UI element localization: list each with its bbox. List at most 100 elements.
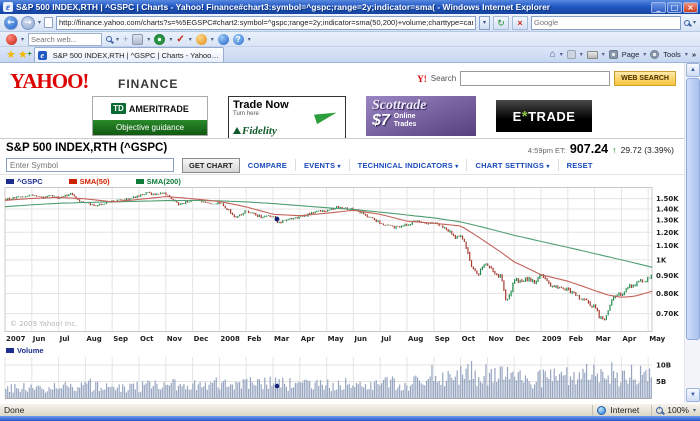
- y-tick-label: 1.30K: [656, 217, 679, 225]
- toolbar-logo-icon[interactable]: [6, 33, 17, 45]
- toolbar-search-caret-icon[interactable]: ▾: [116, 36, 120, 43]
- feeds-icon[interactable]: [566, 50, 576, 59]
- tools-menu[interactable]: Tools: [663, 50, 681, 59]
- x-axis-label: Jun: [32, 335, 46, 343]
- yahoo-logo[interactable]: YAHOO!: [10, 69, 89, 93]
- print-icon[interactable]: [586, 50, 598, 59]
- grid-caret-icon[interactable]: ▾: [147, 36, 151, 43]
- status-bar: Done Internet 100% ▾: [0, 403, 700, 416]
- add-favorite-icon[interactable]: ★: [18, 48, 32, 62]
- scottrade-price: $7: [372, 112, 390, 129]
- etrade-star-icon: *: [521, 107, 529, 125]
- globe-icon[interactable]: [217, 33, 229, 45]
- symbol-input[interactable]: [6, 158, 174, 172]
- scottrade-brand: Scottrade: [372, 98, 427, 113]
- help-icon[interactable]: ?: [232, 33, 244, 45]
- page-menu-icon[interactable]: [608, 50, 618, 59]
- minimize-button[interactable]: _: [651, 1, 666, 13]
- scottrade-ad[interactable]: Scottrade $7 Online Trades: [366, 96, 476, 136]
- x-axis-label: 2008: [220, 335, 240, 343]
- x-axis-label: Aug: [86, 335, 101, 343]
- scroll-up-button[interactable]: ▲: [686, 63, 700, 77]
- favorites-star-icon[interactable]: ★: [6, 49, 16, 61]
- x-axis-label: Aug: [408, 335, 423, 343]
- bookmark-icon[interactable]: [195, 33, 207, 45]
- scroll-down-button[interactable]: ▼: [686, 388, 700, 402]
- print-caret-icon[interactable]: ▾: [601, 52, 605, 58]
- status-divider: [592, 404, 594, 416]
- url-input[interactable]: [56, 15, 476, 30]
- events-menu[interactable]: EVENTS ▾: [303, 160, 341, 170]
- ameritrade-ad[interactable]: TD AMERITRADE Objective guidance: [92, 96, 208, 136]
- target-caret-icon[interactable]: ▾: [169, 36, 173, 43]
- taskbar-edge: [0, 416, 700, 421]
- pin-icon[interactable]: +: [123, 34, 129, 44]
- grid-icon[interactable]: [132, 33, 144, 45]
- settings-caret-icon: ▾: [546, 163, 550, 170]
- web-search-input[interactable]: [530, 15, 681, 30]
- check-caret-icon[interactable]: ▾: [188, 36, 192, 43]
- yahoo-search-input[interactable]: [460, 71, 611, 86]
- tools-caret-icon[interactable]: ▾: [684, 52, 688, 58]
- volume-chart[interactable]: 10B 5B: [0, 357, 684, 400]
- url-dropdown-button[interactable]: ▾: [478, 15, 490, 30]
- zoom-icon[interactable]: [656, 405, 664, 414]
- ad-banner-row: TD AMERITRADE Objective guidance Trade N…: [0, 96, 684, 140]
- page-caret-icon[interactable]: ▾: [643, 52, 647, 58]
- refresh-button[interactable]: ↻: [492, 15, 509, 30]
- home-icon[interactable]: ⌂: [549, 49, 556, 60]
- y-tick-label: 0.90K: [656, 272, 679, 280]
- quote-change: 29.72 (3.39%): [620, 145, 674, 155]
- toolbar-search-icon[interactable]: [106, 36, 113, 42]
- finance-brand[interactable]: FINANCE: [118, 77, 179, 91]
- sma50-swatch-icon: [68, 179, 77, 184]
- x-axis-label: Mar: [274, 335, 290, 343]
- price-chart[interactable]: © 2009 Yahoo! Inc. 1.50K 1.40K 1.30K 1.20K 1.…: [0, 187, 684, 332]
- stop-button[interactable]: ×: [511, 15, 528, 30]
- x-axis-label: Nov: [167, 335, 183, 343]
- x-axis-label: Dec: [194, 335, 209, 343]
- history-caret-icon[interactable]: ▾: [38, 20, 42, 26]
- forward-button[interactable]: →: [21, 15, 35, 30]
- toolbar-overflow-icon[interactable]: »: [691, 50, 696, 59]
- back-button[interactable]: ←: [4, 15, 18, 30]
- toolbar-logo-caret-icon[interactable]: ▾: [21, 36, 25, 43]
- browser-tab[interactable]: e S&P 500 INDEX,RTH | ^GSPC | Charts - Y…: [33, 47, 224, 62]
- zoom-caret-icon[interactable]: ▾: [692, 407, 696, 414]
- web-search-button[interactable]: WEB SEARCH: [614, 71, 676, 86]
- toolbar-divider: [466, 159, 468, 171]
- y-tick-label: 1.50K: [656, 195, 679, 203]
- tools-gear-icon[interactable]: [650, 50, 660, 59]
- home-caret-icon[interactable]: ▾: [559, 52, 563, 58]
- fidelity-ad[interactable]: Trade Now Turn here Fidelity: [228, 96, 346, 140]
- vertical-scrollbar[interactable]: ▲ ▼: [684, 63, 700, 403]
- y-search-label: Search: [430, 74, 457, 83]
- bookmark-caret-icon[interactable]: ▾: [210, 36, 214, 43]
- page-content: YAHOO! FINANCE Y! Search WEB SEARCH TD A…: [0, 63, 684, 403]
- x-axis-label: Apr: [301, 335, 315, 343]
- zoom-level[interactable]: 100%: [667, 405, 689, 415]
- fidelity-headline: Trade Now: [233, 99, 289, 111]
- x-axis-label: 2007: [6, 335, 26, 343]
- x-axis-label: Feb: [569, 335, 583, 343]
- help-caret-icon[interactable]: ▾: [247, 36, 251, 43]
- search-icon[interactable]: [683, 19, 690, 26]
- address-bar: ← → ▾ ▾ ↻ × ▾: [0, 14, 700, 32]
- page-menu[interactable]: Page: [621, 50, 640, 59]
- x-axis-label: Jun: [353, 335, 367, 343]
- chart-settings-menu[interactable]: CHART SETTINGS ▾: [475, 160, 550, 170]
- reset-button[interactable]: RESET: [566, 160, 593, 170]
- get-chart-button[interactable]: GET CHART: [182, 157, 240, 173]
- close-button[interactable]: ×: [683, 1, 698, 13]
- siteadvisor-check-icon[interactable]: ✓: [176, 33, 185, 45]
- up-arrow-icon: ↑: [612, 145, 617, 155]
- compare-button[interactable]: COMPARE: [247, 160, 287, 170]
- technical-indicators-menu[interactable]: TECHNICAL INDICATORS ▾: [357, 160, 459, 170]
- target-icon[interactable]: [154, 33, 166, 45]
- x-axis: 2007 Jun Jul Aug Sep Oct Nov Dec 2008 Feb Mar Apr Ma…: [6, 335, 666, 343]
- etrade-ad[interactable]: E*TRADE: [496, 100, 592, 132]
- scrollbar-thumb[interactable]: [686, 78, 700, 340]
- search-provider-caret-icon[interactable]: ▾: [692, 20, 696, 26]
- toolbar-search-input[interactable]: [28, 32, 103, 46]
- maximize-button[interactable]: □: [667, 1, 682, 13]
